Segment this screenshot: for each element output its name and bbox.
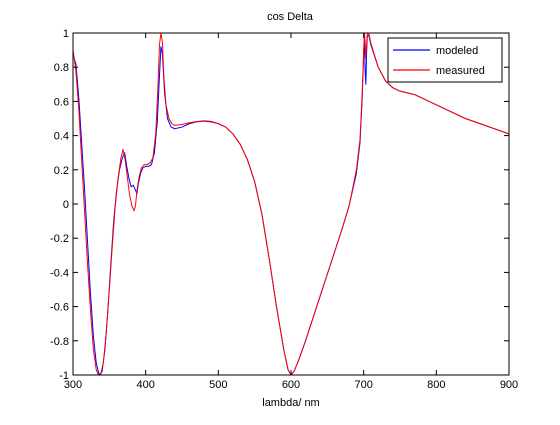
x-tick-label: 800 bbox=[427, 379, 445, 391]
plot-area bbox=[73, 33, 509, 375]
legend: modeled measured bbox=[387, 37, 503, 83]
series-line-measured bbox=[73, 33, 509, 375]
y-tick-label: -0.4 bbox=[50, 267, 69, 279]
chart-title: cos Delta bbox=[267, 11, 314, 23]
y-tick-label: 1 bbox=[63, 28, 69, 40]
x-tick-label: 600 bbox=[282, 379, 300, 391]
x-tick-label: 400 bbox=[136, 379, 154, 391]
y-tick-label: 0.8 bbox=[54, 62, 69, 74]
y-tick-label: 0 bbox=[63, 199, 69, 211]
y-tick-label: -0.6 bbox=[50, 302, 69, 314]
y-tick-label: 0.4 bbox=[54, 131, 69, 143]
y-tick-label: -0.8 bbox=[50, 336, 69, 348]
y-tick-label: -1 bbox=[59, 370, 69, 382]
x-tick-label: 300 bbox=[64, 379, 82, 391]
x-tick-label: 700 bbox=[354, 379, 372, 391]
x-axis-label: lambda/ nm bbox=[262, 397, 319, 409]
legend-label-measured: measured bbox=[436, 65, 485, 77]
y-tick-label: 0.2 bbox=[54, 165, 69, 177]
x-tick-label: 900 bbox=[500, 379, 518, 391]
y-tick-label: -0.2 bbox=[50, 233, 69, 245]
y-tick-label: 0.6 bbox=[54, 96, 69, 108]
legend-label-modeled: modeled bbox=[436, 45, 478, 57]
legend-box bbox=[387, 37, 503, 83]
y-axis: -1 -0.8 -0.6 -0.4 -0.2 0 0.2 0.4 0.6 0.8 1 bbox=[50, 28, 509, 382]
series-layer bbox=[73, 33, 509, 375]
x-axis: 300 400 500 600 700 800 900 bbox=[64, 33, 518, 391]
x-tick-label: 500 bbox=[209, 379, 227, 391]
